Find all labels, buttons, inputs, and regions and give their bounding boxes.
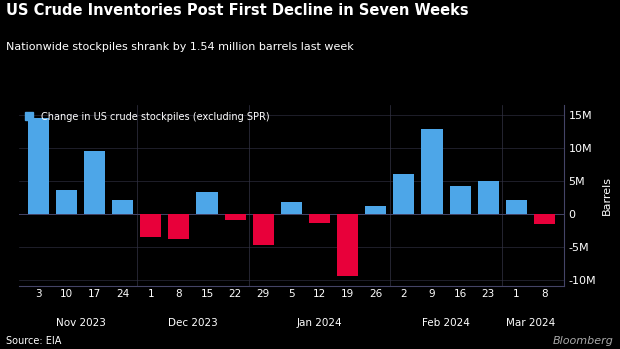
Bar: [140, 214, 161, 237]
Bar: [365, 206, 386, 214]
Bar: [506, 200, 527, 214]
Y-axis label: Barrels: Barrels: [601, 176, 611, 215]
Bar: [478, 180, 499, 214]
Text: Bloomberg: Bloomberg: [553, 335, 614, 346]
Text: Nov 2023: Nov 2023: [56, 318, 105, 328]
Bar: [309, 214, 330, 223]
Legend: Change in US crude stockpiles (excluding SPR): Change in US crude stockpiles (excluding…: [22, 107, 273, 125]
Bar: [422, 129, 443, 214]
Text: Jan 2024: Jan 2024: [297, 318, 342, 328]
Text: Dec 2023: Dec 2023: [168, 318, 218, 328]
Bar: [84, 151, 105, 214]
Bar: [197, 192, 218, 214]
Bar: [393, 174, 414, 214]
Bar: [224, 214, 246, 220]
Bar: [112, 200, 133, 214]
Bar: [28, 118, 49, 214]
Bar: [169, 214, 190, 239]
Text: US Crude Inventories Post First Decline in Seven Weeks: US Crude Inventories Post First Decline …: [6, 3, 469, 18]
Bar: [337, 214, 358, 276]
Text: Feb 2024: Feb 2024: [422, 318, 470, 328]
Bar: [281, 202, 302, 214]
Text: Mar 2024: Mar 2024: [506, 318, 555, 328]
Bar: [450, 186, 471, 214]
Bar: [253, 214, 274, 245]
Bar: [56, 191, 77, 214]
Text: Source: EIA: Source: EIA: [6, 335, 61, 346]
Bar: [534, 214, 555, 224]
Text: Nationwide stockpiles shrank by 1.54 million barrels last week: Nationwide stockpiles shrank by 1.54 mil…: [6, 42, 354, 52]
